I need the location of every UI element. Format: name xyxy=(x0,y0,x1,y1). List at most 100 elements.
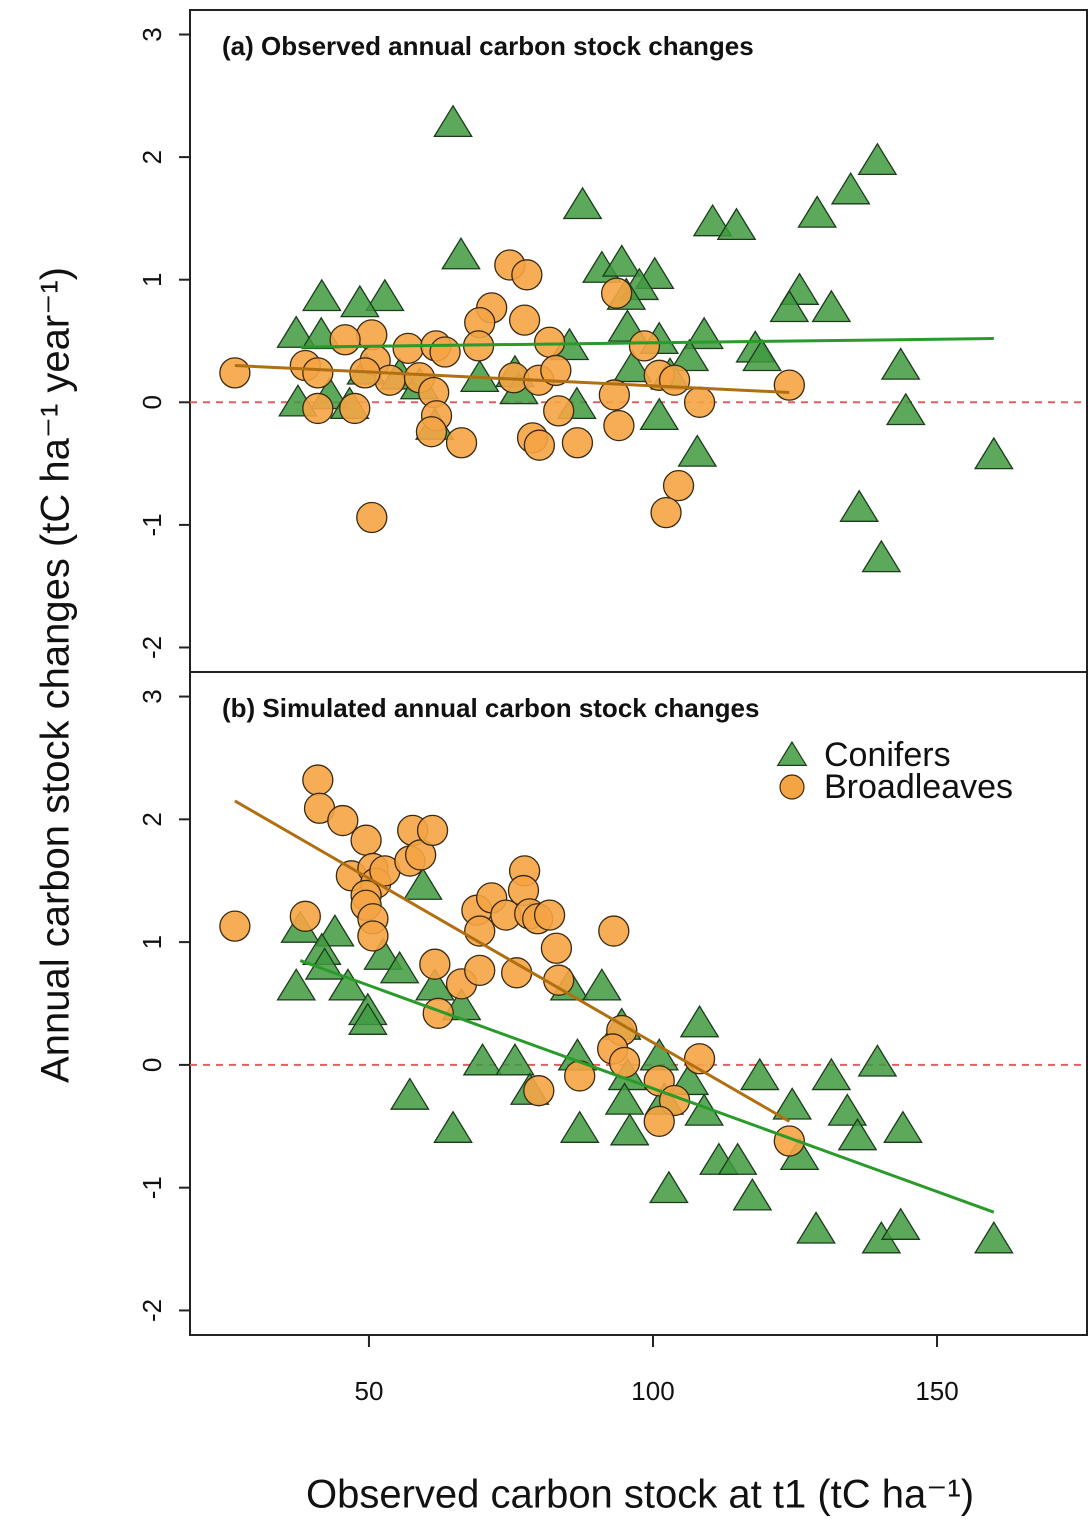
legend-marker xyxy=(776,740,808,767)
conifer-point xyxy=(742,338,782,372)
legend-label: Broadleaves xyxy=(824,768,1013,806)
broadleaf-point xyxy=(543,964,575,996)
conifer-point xyxy=(716,207,757,241)
conifer-point xyxy=(403,867,443,900)
broadleaf-point xyxy=(662,470,695,502)
broadleaf-point xyxy=(603,409,635,442)
broadleaf-point xyxy=(523,429,556,461)
fit-line xyxy=(299,959,995,1214)
conifer-point xyxy=(772,1087,813,1120)
conifer-point xyxy=(857,1044,898,1077)
broadleaf-point xyxy=(357,920,389,952)
conifer-point xyxy=(581,968,622,1001)
conifer-point xyxy=(677,434,718,467)
conifer-point xyxy=(684,1093,724,1126)
y-tick-label: 3 xyxy=(137,689,167,703)
conifer-point xyxy=(601,244,642,277)
legend-marker xyxy=(779,774,805,800)
fit-line xyxy=(234,364,790,394)
conifer-point xyxy=(276,968,317,1001)
plot-frame xyxy=(189,671,1088,1336)
y-tick-label: 2 xyxy=(137,812,167,826)
conifer-point xyxy=(769,289,810,323)
broadleaf-point xyxy=(598,379,631,411)
broadleaf-point xyxy=(289,900,321,932)
broadleaf-point xyxy=(523,1075,555,1107)
broadleaf-point xyxy=(219,357,251,389)
conifer-point xyxy=(880,347,921,380)
conifer-point xyxy=(811,289,852,323)
conifer-point xyxy=(363,937,404,970)
conifer-point xyxy=(796,1211,836,1244)
broadleaf-point xyxy=(302,357,334,389)
fit-line xyxy=(234,799,791,1123)
conifer-point xyxy=(612,349,653,383)
conifer-point xyxy=(973,436,1014,470)
conifer-point xyxy=(604,1082,645,1115)
conifer-point xyxy=(717,1142,758,1175)
conifer-point xyxy=(347,1002,388,1035)
conifer-point xyxy=(441,236,481,270)
broadleaf-point xyxy=(540,932,573,964)
broadleaf-point xyxy=(628,330,661,362)
broadleaf-point xyxy=(356,501,388,534)
broadleaf-point xyxy=(419,948,451,980)
conifer-point xyxy=(462,1042,503,1076)
panel-title: (b) Simulated annual carbon stock change… xyxy=(222,693,759,723)
x-tick-label: 50 xyxy=(354,1376,383,1406)
conifer-point xyxy=(433,1110,473,1143)
x-tick-label: 150 xyxy=(915,1376,958,1406)
conifer-point xyxy=(339,284,380,318)
conifer-point xyxy=(837,1117,878,1151)
y-axis-label: Annual carbon stock changes (tC ha⁻¹ yea… xyxy=(34,267,78,1083)
y-tick-label: -1 xyxy=(137,513,167,536)
y-tick-label: 0 xyxy=(137,1058,167,1072)
broadleaf-point xyxy=(650,496,682,529)
legend-label: Conifers xyxy=(824,736,951,774)
broadleaf-point xyxy=(598,915,630,947)
y-tick-label: 1 xyxy=(137,935,167,949)
broadleaf-point xyxy=(658,364,691,396)
conifer-point xyxy=(328,968,368,1001)
broadleaf-point xyxy=(429,336,461,368)
conifer-point xyxy=(973,1220,1014,1254)
conifer-point xyxy=(609,1112,650,1146)
conifer-point xyxy=(839,489,880,522)
broadleaf-point xyxy=(329,324,361,356)
broadleaf-point xyxy=(350,824,382,856)
broadleaf-point xyxy=(643,1105,675,1138)
x-tick-label: 100 xyxy=(631,1376,674,1406)
conifer-point xyxy=(739,1057,780,1091)
conifer-point xyxy=(811,1057,852,1091)
broadleaf-point xyxy=(773,369,805,401)
broadleaf-point xyxy=(445,427,478,459)
broadleaf-point xyxy=(392,332,424,365)
x-axis-label: Observed carbon stock at t1 (tC ha⁻¹) xyxy=(306,1473,974,1517)
conifer-point xyxy=(679,1004,720,1038)
y-tick-label: 2 xyxy=(137,150,167,164)
broadleaf-point xyxy=(533,326,566,358)
broadleaf-point xyxy=(511,259,543,291)
conifer-point xyxy=(364,278,405,312)
broadleaf-point xyxy=(561,427,594,459)
broadleaf-point xyxy=(543,395,575,427)
conifer-point xyxy=(861,539,902,573)
y-tick-label: -2 xyxy=(137,1299,167,1322)
y-tick-label: -1 xyxy=(137,1176,167,1199)
conifer-point xyxy=(885,392,926,426)
broadleaf-point xyxy=(464,954,496,986)
broadleaf-point xyxy=(302,764,334,796)
broadleaf-point xyxy=(773,1125,805,1157)
conifer-point xyxy=(315,914,355,947)
broadleaf-point xyxy=(327,804,359,837)
y-tick-label: 0 xyxy=(137,395,167,409)
broadleaf-point xyxy=(219,910,251,942)
conifer-point xyxy=(732,1178,773,1211)
conifer-point xyxy=(830,171,871,205)
conifer-point xyxy=(692,203,733,237)
conifer-point xyxy=(857,142,898,176)
conifer-point xyxy=(379,950,420,984)
conifer-point xyxy=(797,195,838,228)
broadleaf-point xyxy=(600,277,633,309)
